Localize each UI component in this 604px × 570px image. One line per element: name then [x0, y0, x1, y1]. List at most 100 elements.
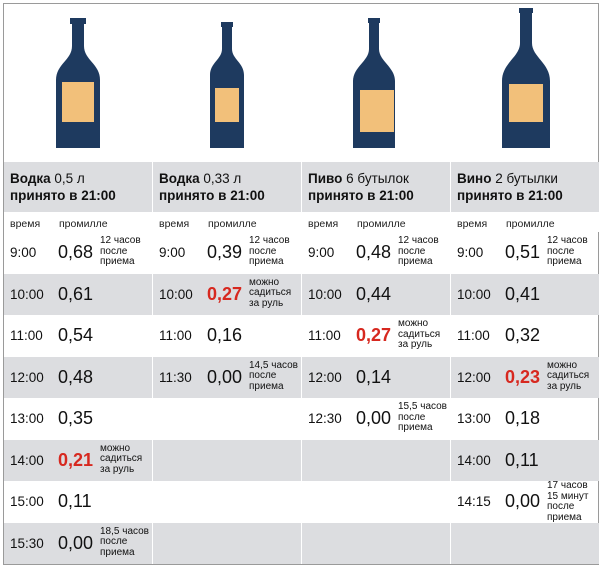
promille-value: 0,51 — [505, 242, 541, 262]
column-header: Водка 0,33 л принято в 21:00 — [153, 162, 301, 212]
time-cell: 9:00 — [308, 245, 335, 260]
taken-time: принято в 21:00 — [457, 188, 563, 203]
empty-row — [153, 398, 301, 440]
empty-row — [153, 439, 301, 481]
table-row: 13:00 0,18 — [451, 398, 599, 440]
table-row: 9:00 0,68 12 часов после приема — [4, 232, 152, 274]
time-cell: 12:30 — [308, 411, 342, 426]
bottle-beer-icon — [302, 4, 450, 162]
promille-value: 0,39 — [207, 242, 243, 262]
table-row: 10:00 0,27 можно садиться за руль — [153, 273, 301, 315]
table-row: 15:00 0,11 — [4, 481, 152, 523]
promille-value: 0,16 — [207, 325, 243, 345]
drink-name: Пиво — [308, 171, 343, 186]
table-row: 11:30 0,00 14,5 часов после приема — [153, 356, 301, 398]
time-cell: 10:00 — [457, 286, 491, 302]
time-cell: 9:00 — [457, 245, 484, 260]
drink-amount: 2 бутылки — [491, 171, 558, 186]
time-cell: 11:00 — [10, 328, 43, 343]
taken-time: принято в 21:00 — [308, 188, 414, 203]
drink-name: Водка — [10, 171, 51, 186]
drink-name: Водка — [159, 171, 200, 186]
note-text: 12 часов после приема — [249, 235, 290, 267]
empty-row — [153, 481, 301, 523]
note-text: 12 часов после приема — [100, 235, 141, 267]
table-row: 13:00 0,35 — [4, 398, 152, 440]
promille-value: 0,11 — [505, 449, 539, 470]
drink-name: Вино — [457, 171, 492, 186]
table-row: 12:30 0,00 15,5 часов после приема — [302, 398, 450, 440]
table-row: 12:00 0,23 можно садиться за руль — [451, 356, 599, 398]
time-cell: 11:30 — [159, 369, 192, 385]
promille-col-label: промилле — [506, 218, 555, 230]
time-cell: 14:00 — [10, 452, 44, 468]
table-row: 10:00 0,44 — [302, 273, 450, 315]
time-col-label: время — [457, 218, 488, 230]
promille-col-label: промилле — [357, 218, 406, 230]
time-cell: 9:00 — [10, 245, 37, 260]
time-cell: 10:00 — [308, 286, 342, 302]
column-header: Пиво 6 бутылок принято в 21:00 — [302, 162, 450, 212]
bottle-vodka-05-icon — [4, 4, 152, 162]
empty-row — [302, 522, 450, 564]
promille-value: 0,00 — [58, 532, 94, 553]
table-row: 9:00 0,48 12 часов после приема — [302, 232, 450, 274]
time-col-label: время — [159, 218, 190, 230]
time-cell: 11:00 — [159, 328, 192, 343]
promille-value: 0,11 — [58, 491, 92, 511]
empty-row — [153, 522, 301, 564]
note-text: 14,5 часов после приема — [249, 359, 298, 392]
sub-header: время промилле — [153, 212, 301, 232]
table-row: 11:00 0,32 — [451, 315, 599, 357]
time-col-label: время — [10, 218, 41, 230]
promille-value: 0,23 — [505, 366, 541, 387]
promille-value: 0,68 — [58, 242, 94, 262]
promille-value: 0,54 — [58, 325, 94, 345]
time-cell: 14:00 — [457, 452, 491, 468]
column-beer: Пиво 6 бутылок принято в 21:00 время про… — [302, 4, 450, 566]
drink-amount: 6 бутылок — [342, 171, 409, 186]
taken-time: принято в 21:00 — [159, 188, 265, 203]
note-text: можно садиться за руль — [100, 442, 143, 475]
column-wine: Вино 2 бутылки принято в 21:00 время про… — [451, 4, 599, 566]
time-cell: 14:15 — [457, 494, 491, 509]
table-row: 12:00 0,48 — [4, 356, 152, 398]
time-cell: 12:00 — [457, 369, 491, 385]
empty-row — [302, 481, 450, 523]
time-cell: 12:00 — [308, 369, 342, 385]
time-cell: 11:00 — [308, 328, 341, 343]
sub-header: время промилле — [302, 212, 450, 232]
promille-value: 0,18 — [505, 408, 541, 428]
empty-row — [302, 439, 450, 481]
time-cell: 15:30 — [10, 535, 44, 551]
promille-value: 0,00 — [207, 366, 243, 387]
table-row: 10:00 0,41 — [451, 273, 599, 315]
taken-time: принято в 21:00 — [10, 188, 116, 203]
note-text: 17 часов 15 минут после приема — [547, 480, 589, 523]
table-row: 9:00 0,39 12 часов после приема — [153, 232, 301, 274]
sub-header: время промилле — [451, 212, 599, 232]
time-cell: 12:00 — [10, 369, 44, 385]
column-vodka-033: Водка 0,33 л принято в 21:00 время проми… — [153, 4, 301, 566]
note-text: можно садиться за руль — [398, 318, 441, 350]
promille-value: 0,14 — [356, 366, 392, 387]
note-text: можно садиться за руль — [547, 359, 590, 392]
infographic-frame: Водка 0,5 л принято в 21:00 время промил… — [3, 3, 599, 565]
bottle-vodka-033-icon — [153, 4, 301, 162]
table-row: 11:00 0,27 можно садиться за руль — [302, 315, 450, 357]
promille-value: 0,35 — [58, 408, 94, 428]
column-header: Водка 0,5 л принято в 21:00 — [4, 162, 152, 212]
table-row: 14:00 0,11 — [451, 439, 599, 481]
column-vodka-05: Водка 0,5 л принято в 21:00 время промил… — [4, 4, 152, 566]
table-row: 14:15 0,00 17 часов 15 минут после приема — [451, 480, 599, 523]
promille-value: 0,48 — [58, 366, 94, 387]
note-text: 18,5 часов после приема — [100, 525, 149, 558]
time-cell: 13:00 — [10, 411, 44, 426]
drink-amount: 0,33 л — [199, 171, 242, 186]
column-header: Вино 2 бутылки принято в 21:00 — [451, 162, 599, 212]
note-text: 15,5 часов после приема — [398, 401, 447, 433]
table-row: 10:00 0,61 — [4, 273, 152, 315]
table-row: 12:00 0,14 — [302, 356, 450, 398]
table-row: 11:00 0,16 — [153, 315, 301, 357]
promille-value: 0,41 — [505, 283, 541, 304]
